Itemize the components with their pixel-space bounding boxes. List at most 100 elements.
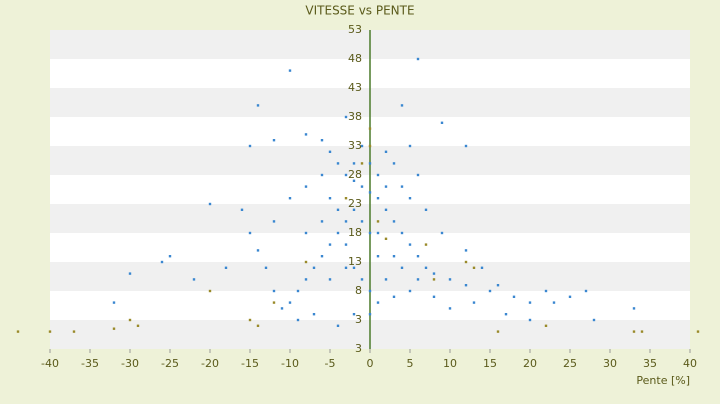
point (384, 278, 388, 281)
point (248, 144, 252, 148)
y-tick-label: 48 (348, 52, 362, 65)
y-tick-label: 38 (348, 110, 362, 123)
point (344, 220, 348, 223)
point (496, 284, 500, 287)
point (408, 144, 412, 148)
x-tick-label: -10 (281, 357, 299, 370)
point (384, 208, 388, 211)
point (448, 278, 452, 281)
point (360, 278, 364, 281)
point (328, 278, 332, 281)
point (128, 272, 132, 275)
x-tick-label: -25 (161, 357, 179, 370)
y-tick-label: 33 (348, 139, 362, 152)
point (328, 243, 332, 246)
point (352, 266, 356, 269)
point (320, 173, 324, 177)
point (392, 295, 396, 298)
point (392, 220, 396, 223)
point (288, 301, 292, 304)
point (352, 313, 356, 316)
point (304, 278, 308, 281)
point (408, 243, 412, 246)
point (416, 278, 420, 281)
point (296, 318, 300, 322)
y-tick-label: 8 (355, 284, 362, 297)
x-tick-label: 0 (367, 357, 374, 370)
point (208, 202, 212, 206)
point (360, 144, 364, 148)
point (368, 231, 372, 235)
point (464, 144, 468, 148)
point (416, 57, 420, 61)
point (48, 330, 52, 333)
point (16, 330, 20, 333)
y-tick-label: 23 (348, 197, 362, 210)
point (368, 313, 372, 316)
point (224, 266, 228, 269)
point (320, 255, 324, 258)
point (424, 266, 428, 269)
point (160, 260, 164, 264)
point (464, 260, 468, 264)
point (304, 133, 308, 136)
x-tick-label: 25 (563, 357, 577, 370)
point (408, 289, 412, 293)
point (344, 197, 348, 200)
x-tick-label: -35 (81, 357, 99, 370)
point (312, 313, 316, 316)
point (472, 301, 476, 304)
point (320, 220, 324, 223)
point (432, 295, 436, 298)
point (384, 237, 388, 240)
point (472, 266, 476, 269)
chart-title: VITESSE vs PENTE (305, 4, 414, 18)
point (424, 208, 428, 211)
x-tick-label: 40 (683, 357, 697, 370)
point (112, 327, 116, 330)
point (432, 272, 436, 275)
point (296, 289, 300, 293)
point (256, 249, 260, 252)
point (440, 121, 444, 124)
point (448, 307, 452, 310)
point (568, 295, 572, 298)
point (344, 115, 348, 119)
x-tick-label: -20 (201, 357, 219, 370)
point (376, 173, 380, 177)
point (632, 330, 636, 333)
y-tick-label: 28 (348, 168, 362, 181)
point (488, 289, 492, 293)
x-tick-label: 35 (643, 357, 657, 370)
point (72, 330, 76, 333)
point (480, 266, 484, 269)
point (384, 150, 388, 153)
point (256, 324, 260, 327)
y-tick-label: 18 (348, 226, 362, 239)
point (304, 185, 308, 188)
point (496, 330, 500, 333)
point (288, 69, 292, 72)
x-tick-label: 10 (443, 357, 457, 370)
x-tick-label: 20 (523, 357, 537, 370)
point (344, 173, 348, 177)
point (400, 231, 404, 235)
point (392, 162, 396, 165)
point (360, 162, 364, 165)
point (328, 150, 332, 153)
point (256, 104, 260, 107)
point (464, 284, 468, 287)
y-tick-label: 43 (348, 81, 362, 94)
y-tick-label: 3 (355, 313, 362, 326)
point (304, 260, 308, 264)
point (240, 208, 244, 211)
point (392, 255, 396, 258)
point (280, 307, 284, 310)
point (376, 255, 380, 258)
point (552, 301, 556, 304)
point (368, 127, 372, 130)
y-tick-label: 13 (348, 255, 362, 268)
point (352, 208, 356, 211)
point (192, 278, 196, 281)
point (352, 179, 356, 182)
